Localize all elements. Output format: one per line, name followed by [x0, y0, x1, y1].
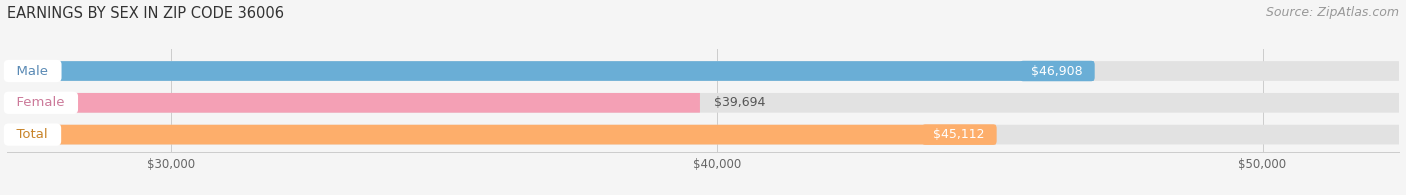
Text: $45,112: $45,112	[925, 128, 993, 141]
FancyBboxPatch shape	[7, 61, 1399, 81]
Text: EARNINGS BY SEX IN ZIP CODE 36006: EARNINGS BY SEX IN ZIP CODE 36006	[7, 6, 284, 21]
Text: $39,694: $39,694	[714, 96, 765, 109]
FancyBboxPatch shape	[7, 125, 995, 144]
FancyBboxPatch shape	[7, 93, 700, 113]
Text: Male: Male	[8, 65, 56, 77]
Text: Source: ZipAtlas.com: Source: ZipAtlas.com	[1265, 6, 1399, 19]
Text: $46,908: $46,908	[1024, 65, 1091, 77]
Text: Total: Total	[8, 128, 56, 141]
FancyBboxPatch shape	[7, 93, 1399, 113]
FancyBboxPatch shape	[7, 125, 1399, 144]
FancyBboxPatch shape	[7, 61, 1094, 81]
Text: Female: Female	[8, 96, 73, 109]
